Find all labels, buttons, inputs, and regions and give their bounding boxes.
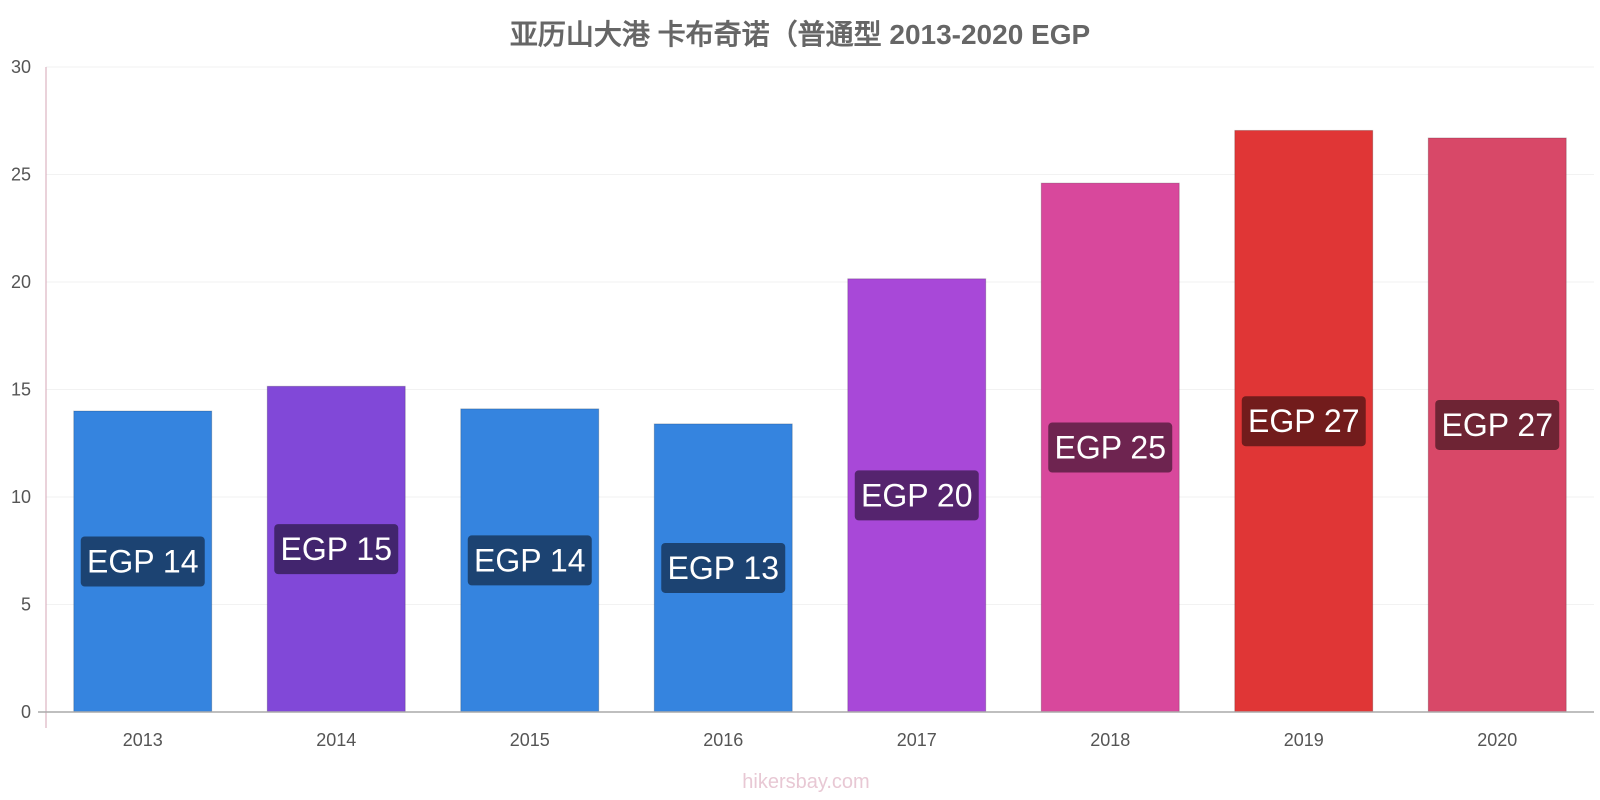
data-label-box — [1241, 396, 1366, 447]
x-tick-label-2018: 2018 — [1090, 730, 1130, 750]
y-tick-label: 15 — [11, 380, 31, 400]
x-tick-label-2017: 2017 — [897, 730, 937, 750]
data-label-box — [1435, 399, 1560, 450]
x-tick-label-2016: 2016 — [703, 730, 743, 750]
y-tick-label: 10 — [11, 487, 31, 507]
x-tick-label-2014: 2014 — [316, 730, 356, 750]
data-labels: EGP 14 EGP 15 EGP 14 EGP 13 EGP 20 EGP 25 EGP … — [80, 396, 1560, 593]
y-tick-label: 0 — [21, 702, 31, 722]
data-label-text: EGP 27 — [1248, 403, 1359, 439]
data-label-2013: EGP 14 — [80, 536, 205, 587]
data-label-box — [661, 542, 786, 593]
data-label-box — [1048, 422, 1173, 473]
data-label-text: EGP 20 — [861, 477, 972, 513]
data-label-text: EGP 25 — [1055, 430, 1166, 466]
data-label-box — [854, 470, 979, 521]
data-label-box — [467, 535, 592, 586]
data-label-box — [80, 536, 205, 587]
data-label-text: EGP 14 — [474, 542, 585, 578]
data-label-2019: EGP 27 — [1241, 396, 1366, 447]
data-label-text: EGP 13 — [668, 550, 779, 586]
y-tick-label: 20 — [11, 272, 31, 292]
x-tick-label-2013: 2013 — [123, 730, 163, 750]
data-label-2014: EGP 15 — [274, 524, 399, 575]
data-label-2017: EGP 20 — [854, 470, 979, 521]
y-tick-label: 25 — [11, 165, 31, 185]
data-label-text: EGP 27 — [1442, 407, 1553, 443]
y-tick-label: 5 — [21, 595, 31, 615]
chart-title: 亚历山大港 卡布奇诺（普通型 2013-2020 EGP — [510, 18, 1090, 50]
data-label-2018: EGP 25 — [1048, 422, 1173, 473]
data-label-box — [274, 524, 399, 575]
axes — [38, 67, 1594, 728]
data-label-text: EGP 15 — [281, 531, 392, 567]
x-tick-label-2019: 2019 — [1284, 730, 1324, 750]
x-tick-label-2015: 2015 — [510, 730, 550, 750]
watermark: hikersbay.com — [742, 771, 869, 793]
tick-labels: 0 5 10 15 20 25 30 2013 2014 2015 2016 2017 2018 2019… — [11, 57, 1517, 750]
data-label-2020: EGP 27 — [1435, 399, 1560, 450]
data-label-text: EGP 14 — [87, 544, 198, 580]
x-tick-label-2020: 2020 — [1477, 730, 1517, 750]
data-label-2016: EGP 13 — [661, 542, 786, 593]
y-tick-label: 30 — [11, 57, 31, 77]
data-label-2015: EGP 14 — [467, 535, 592, 586]
